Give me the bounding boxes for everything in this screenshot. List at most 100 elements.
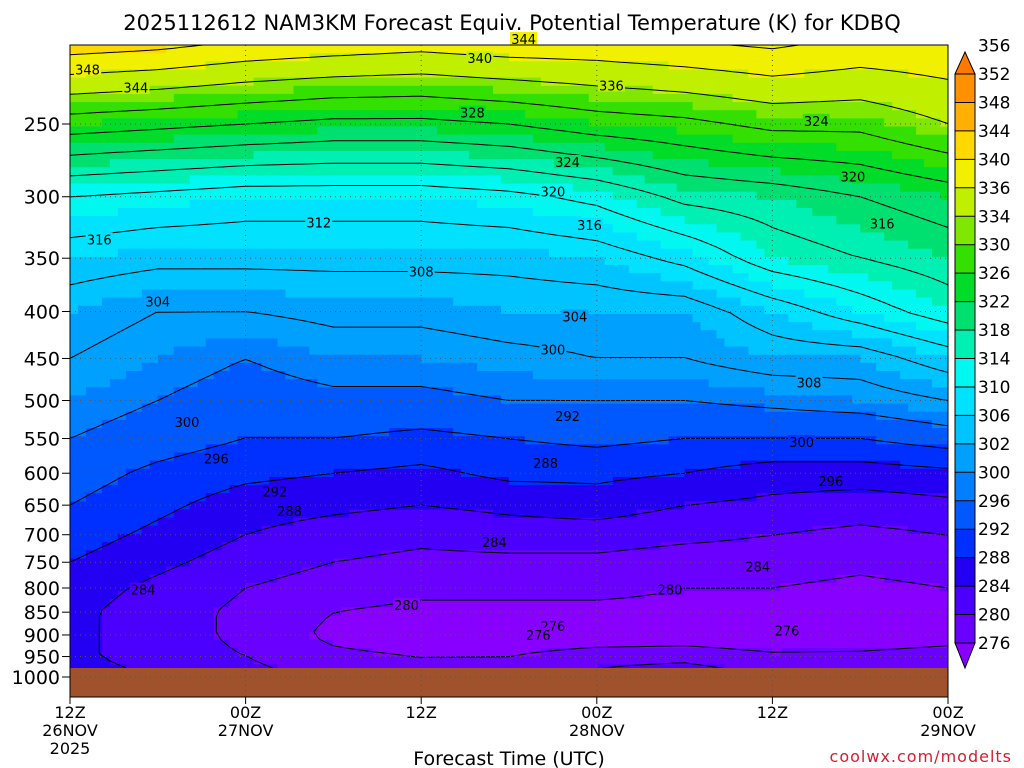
field-cell xyxy=(876,281,885,291)
field-cell xyxy=(908,281,917,291)
field-cell xyxy=(325,118,334,128)
field-cell xyxy=(397,85,406,95)
field-cell xyxy=(796,403,805,413)
field-cell xyxy=(884,281,893,291)
field-cell xyxy=(485,362,494,372)
field-cell xyxy=(604,313,614,323)
field-cell xyxy=(804,167,813,176)
field-cell xyxy=(453,281,462,291)
field-cell xyxy=(365,93,374,103)
field-cell xyxy=(716,159,726,168)
field-cell xyxy=(716,330,726,339)
field-cell xyxy=(916,61,925,71)
field-cell xyxy=(796,77,805,87)
field-cell xyxy=(445,159,454,168)
field-cell xyxy=(405,411,414,421)
field-cell xyxy=(828,150,837,160)
field-cell xyxy=(421,395,430,405)
field-cell xyxy=(740,281,750,291)
field-cell xyxy=(820,289,829,299)
field-cell xyxy=(173,281,183,291)
field-cell xyxy=(493,354,502,364)
field-cell xyxy=(748,134,758,144)
field-cell xyxy=(477,338,486,348)
field-cell xyxy=(469,265,478,274)
field-cell xyxy=(524,110,534,119)
field-cell xyxy=(836,240,845,250)
field-cell xyxy=(764,362,773,372)
field-cell xyxy=(588,265,598,274)
field-cell xyxy=(676,379,686,388)
field-cell xyxy=(892,297,901,307)
field-cell xyxy=(524,199,534,209)
field-cell xyxy=(165,289,175,299)
field-cell xyxy=(405,256,414,266)
field-cell xyxy=(70,395,79,405)
field-cell xyxy=(732,216,742,225)
field-cell xyxy=(516,289,526,299)
field-cell xyxy=(349,346,358,356)
field-cell xyxy=(293,346,303,356)
field-cell xyxy=(644,371,654,380)
field-cell xyxy=(509,248,518,258)
field-cell xyxy=(461,289,470,299)
field-cell xyxy=(341,199,350,209)
field-cell xyxy=(253,289,263,299)
field-cell xyxy=(620,322,630,331)
field-cell xyxy=(77,354,87,364)
field-cell xyxy=(189,346,199,356)
field-cell xyxy=(860,265,869,274)
field-cell xyxy=(277,395,287,405)
field-cell xyxy=(157,322,167,331)
field-cell xyxy=(932,379,941,388)
field-cell xyxy=(940,297,948,307)
field-cell xyxy=(157,305,167,315)
field-cell xyxy=(540,313,550,323)
field-cell xyxy=(516,118,526,128)
field-cell xyxy=(397,273,406,282)
field-cell xyxy=(796,354,805,364)
field-cell xyxy=(844,216,853,225)
field-cell xyxy=(357,85,366,95)
field-cell xyxy=(365,371,374,380)
field-cell xyxy=(445,208,454,217)
field-cell xyxy=(708,305,718,315)
field-cell xyxy=(644,85,654,95)
field-cell xyxy=(301,362,311,372)
field-cell xyxy=(748,346,758,356)
field-cell xyxy=(333,126,342,136)
field-cell xyxy=(796,159,805,168)
field-cell xyxy=(820,102,829,111)
field-cell xyxy=(580,362,590,372)
field-cell xyxy=(70,256,79,266)
field-cell xyxy=(524,175,534,185)
field-cell xyxy=(437,240,446,250)
field-cell xyxy=(772,69,781,79)
field-cell xyxy=(740,159,750,168)
field-cell xyxy=(812,289,821,299)
field-cell xyxy=(461,77,470,87)
field-cell xyxy=(532,85,542,95)
field-cell xyxy=(85,256,95,266)
field-cell xyxy=(884,362,893,372)
field-cell xyxy=(109,395,119,405)
field-cell xyxy=(237,191,247,201)
field-cell xyxy=(836,216,845,225)
field-cell xyxy=(612,297,622,307)
field-cell xyxy=(876,289,885,299)
field-cell xyxy=(93,134,103,144)
field-cell xyxy=(916,102,925,111)
field-cell xyxy=(173,53,183,62)
field-cell xyxy=(604,134,614,144)
field-cell xyxy=(692,248,702,258)
field-cell xyxy=(165,379,175,388)
field-cell xyxy=(437,150,446,160)
field-cell xyxy=(293,175,303,185)
field-cell xyxy=(485,110,494,119)
field-cell xyxy=(70,102,79,111)
field-cell xyxy=(365,85,374,95)
field-cell xyxy=(77,411,87,421)
field-cell xyxy=(564,362,574,372)
field-cell xyxy=(836,379,845,388)
